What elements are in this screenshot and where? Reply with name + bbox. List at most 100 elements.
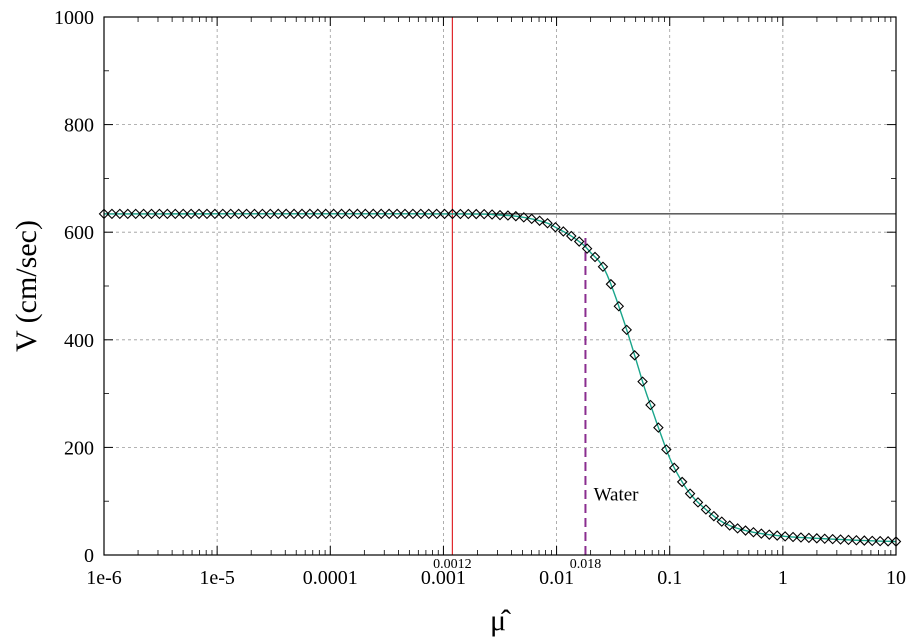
data-point-marker: [217, 208, 229, 220]
data-point-marker: [209, 208, 221, 220]
data-point-marker: [368, 208, 379, 220]
data-point-marker: [447, 208, 458, 220]
data-point-marker: [470, 208, 482, 220]
data-point-marker: [463, 208, 474, 220]
data-point-marker: [779, 531, 791, 542]
data-point-marker: [170, 208, 181, 220]
data-point-marker: [320, 208, 332, 220]
data-point-marker: [423, 208, 434, 220]
plot-frame: [103, 16, 897, 556]
data-point-marker: [272, 208, 284, 220]
data-point-marker: [653, 422, 664, 433]
data-point-marker: [138, 208, 149, 220]
x-tick-label: 1e-6: [86, 567, 122, 589]
data-point-marker: [668, 462, 680, 474]
data-point-marker: [748, 527, 759, 538]
axis-ticks: 1e-6 1e-5 0.0001 0.001 0.01 0.1 1 10 0 200 400 600 8…: [54, 7, 906, 589]
data-point-marker: [304, 208, 316, 220]
x-tick-label: 1: [778, 567, 788, 589]
data-point-marker: [201, 208, 213, 220]
data-point-marker: [597, 261, 609, 273]
data-point-marker: [288, 208, 300, 220]
data-point-marker: [843, 534, 854, 546]
data-point-marker: [399, 208, 411, 220]
x-tick-label: 0.001: [421, 567, 466, 589]
data-point-marker: [684, 488, 696, 499]
data-point-marker: [629, 350, 640, 361]
x-tick-label: 0.0001: [303, 567, 358, 589]
data-point-marker: [407, 208, 419, 220]
data-point-marker: [162, 208, 173, 220]
x-tick-label: 10: [886, 567, 906, 589]
y-tick-label: 400: [64, 330, 94, 352]
data-point-marker: [573, 236, 585, 247]
y-tick-label: 800: [64, 115, 94, 137]
data-point-marker: [803, 532, 815, 544]
data-point-marker: [724, 520, 735, 531]
data-point-marker: [502, 210, 514, 221]
grid: [104, 17, 896, 555]
data-point-marker: [154, 208, 165, 220]
data-point-marker: [375, 208, 387, 220]
x-tick-label: 1e-5: [199, 567, 235, 589]
data-point-marker: [478, 208, 490, 220]
annotation-text: Water: [594, 485, 640, 506]
data-point-marker: [771, 530, 783, 541]
data-point-marker: [336, 208, 347, 220]
x-axis-label: μ̂: [490, 604, 511, 637]
data-point-marker: [130, 208, 141, 220]
data-point-marker: [566, 230, 577, 242]
reference-lines: [104, 17, 896, 555]
data-point-marker: [542, 217, 553, 229]
data-point-marker: [280, 208, 292, 220]
data-point-marker: [558, 226, 569, 237]
y-axis-label: V (cm/sec): [10, 220, 43, 352]
series-line: [104, 213, 897, 543]
data-point-marker: [177, 208, 189, 220]
data-point-marker: [859, 535, 870, 546]
data-point-marker: [589, 251, 601, 263]
data-point-marker: [455, 208, 466, 220]
data-point-marker: [249, 208, 260, 220]
data-point-marker: [645, 399, 656, 411]
data-point-marker: [835, 534, 846, 545]
y-tick-label: 0: [84, 545, 94, 567]
data-point-marker: [756, 528, 767, 539]
data-point-marker: [391, 208, 403, 220]
data-point-marker: [526, 213, 537, 225]
data-point-marker: [439, 208, 450, 220]
data-point-marker: [732, 523, 743, 534]
data-point-marker: [328, 208, 339, 220]
data-point-marker: [637, 376, 648, 387]
data-point-marker: [700, 504, 712, 515]
data-point-marker: [312, 208, 324, 220]
data-point-marker: [581, 243, 593, 254]
data-point-marker: [661, 444, 672, 455]
annotations: 0.0012 0.018 Water: [433, 485, 639, 572]
y-tick-label: 600: [64, 222, 94, 244]
data-point-marker: [866, 535, 878, 547]
data-point-marker: [344, 208, 355, 220]
data-point-marker: [692, 497, 704, 508]
data-point-marker: [819, 533, 830, 545]
data-point-marker: [613, 300, 625, 312]
data-point-marker: [296, 208, 308, 220]
data-point-marker: [764, 529, 775, 540]
y-tick-label: 200: [64, 437, 94, 459]
data-point-marker: [827, 533, 838, 545]
data-point-marker: [621, 324, 632, 336]
data-point-marker: [225, 208, 236, 220]
data-point-marker: [193, 208, 205, 220]
data-point-marker: [510, 210, 522, 222]
data-point-marker: [114, 208, 126, 220]
vertical-marker-label: 0.018: [570, 557, 602, 572]
data-point-marker: [882, 536, 894, 547]
data-point-marker: [518, 212, 530, 223]
data-point-marker: [811, 533, 823, 544]
data-point-marker: [233, 208, 244, 220]
data-point-marker: [352, 208, 363, 220]
data-point-marker: [257, 208, 268, 220]
data-point-marker: [740, 525, 751, 536]
vertical-marker-label: 0.0012: [433, 557, 472, 572]
